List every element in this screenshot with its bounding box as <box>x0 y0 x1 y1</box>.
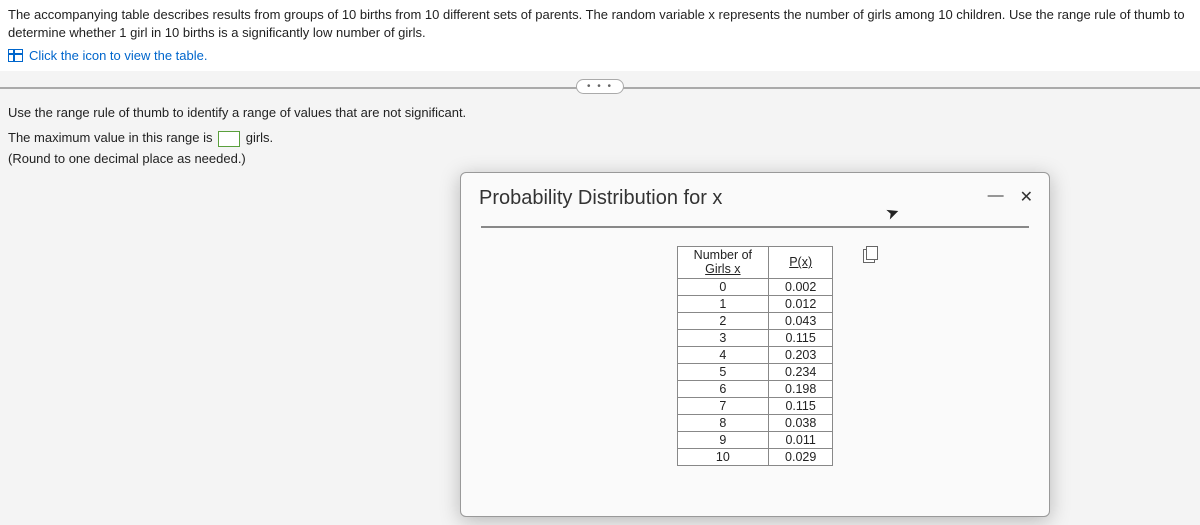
table-header-row: Number of Girls x P(x) <box>677 247 833 279</box>
close-button[interactable]: ✕ <box>1020 187 1033 207</box>
copy-icon[interactable] <box>863 246 877 262</box>
table-row: 100.029 <box>677 448 833 465</box>
table-row: 50.234 <box>677 363 833 380</box>
cell-x: 2 <box>677 312 768 329</box>
table-row: 20.043 <box>677 312 833 329</box>
probability-dialog: Probability Distribution for x — ✕ ➤ Num… <box>460 172 1050 517</box>
cell-x: 9 <box>677 431 768 448</box>
cell-px: 0.198 <box>769 380 833 397</box>
cell-px: 0.234 <box>769 363 833 380</box>
table-row: 70.115 <box>677 397 833 414</box>
window-controls: — ✕ <box>988 187 1033 207</box>
table-row: 40.203 <box>677 346 833 363</box>
cell-x: 7 <box>677 397 768 414</box>
rounding-hint: (Round to one decimal place as needed.) <box>8 151 1192 166</box>
table-icon[interactable] <box>8 49 23 62</box>
cell-px: 0.043 <box>769 312 833 329</box>
minimize-button[interactable]: — <box>988 187 1004 207</box>
cell-px: 0.012 <box>769 295 833 312</box>
expand-button[interactable]: • • • <box>576 79 624 94</box>
table-row: 60.198 <box>677 380 833 397</box>
dialog-titlebar[interactable]: Probability Distribution for x — ✕ <box>461 173 1049 220</box>
col-header-x-line1: Number of <box>694 248 752 262</box>
question-area: Use the range rule of thumb to identify … <box>0 89 1200 176</box>
answer-line: The maximum value in this range is girls… <box>8 130 1192 147</box>
section-divider: • • • <box>0 87 1200 89</box>
view-table-row: Click the icon to view the table. <box>0 46 1200 71</box>
cell-x: 0 <box>677 278 768 295</box>
answer-input[interactable] <box>218 131 240 147</box>
cell-x: 4 <box>677 346 768 363</box>
col-header-px: P(x) <box>769 247 833 279</box>
answer-prefix: The maximum value in this range is <box>8 130 216 145</box>
cell-px: 0.029 <box>769 448 833 465</box>
col-header-x-line2: Girls x <box>705 262 740 276</box>
cell-x: 5 <box>677 363 768 380</box>
problem-statement: The accompanying table describes results… <box>0 0 1200 46</box>
answer-suffix: girls. <box>246 130 273 145</box>
cell-x: 6 <box>677 380 768 397</box>
view-table-link[interactable]: Click the icon to view the table. <box>29 48 207 63</box>
table-row: 80.038 <box>677 414 833 431</box>
problem-text: The accompanying table describes results… <box>8 7 1185 40</box>
distribution-table: Number of Girls x P(x) 00.00210.01220.04… <box>677 246 834 466</box>
table-row: 90.011 <box>677 431 833 448</box>
table-row: 00.002 <box>677 278 833 295</box>
question-prompt: Use the range rule of thumb to identify … <box>8 105 1192 120</box>
dialog-title: Probability Distribution for x <box>479 187 722 210</box>
cell-px: 0.115 <box>769 329 833 346</box>
table-row: 10.012 <box>677 295 833 312</box>
cell-x: 8 <box>677 414 768 431</box>
cell-px: 0.002 <box>769 278 833 295</box>
cell-x: 1 <box>677 295 768 312</box>
cell-x: 10 <box>677 448 768 465</box>
table-row: 30.115 <box>677 329 833 346</box>
dialog-body: Number of Girls x P(x) 00.00210.01220.04… <box>481 226 1029 506</box>
cell-px: 0.203 <box>769 346 833 363</box>
cell-px: 0.115 <box>769 397 833 414</box>
cell-px: 0.011 <box>769 431 833 448</box>
cell-px: 0.038 <box>769 414 833 431</box>
col-header-x: Number of Girls x <box>677 247 768 279</box>
cell-x: 3 <box>677 329 768 346</box>
